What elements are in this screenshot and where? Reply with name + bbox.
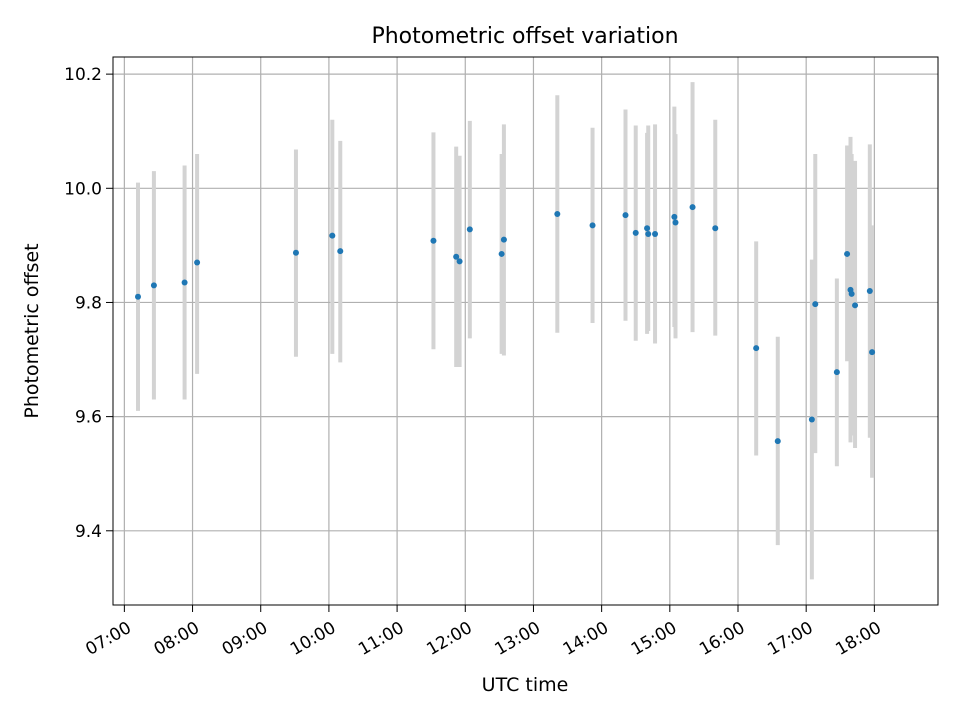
y-tick-label: 9.6 xyxy=(75,408,102,428)
data-point xyxy=(644,225,651,232)
data-point xyxy=(194,259,201,266)
data-point xyxy=(632,229,639,236)
data-points xyxy=(135,204,876,445)
data-point xyxy=(456,258,463,265)
data-point xyxy=(712,225,719,232)
data-point xyxy=(671,213,678,220)
chart-title: Photometric offset variation xyxy=(371,24,678,49)
y-axis-label: Photometric offset xyxy=(21,243,43,418)
y-tick-label: 10.2 xyxy=(64,65,102,85)
grid xyxy=(113,57,938,605)
data-point xyxy=(689,204,696,211)
data-point xyxy=(181,279,188,286)
data-point xyxy=(466,226,473,233)
data-point xyxy=(329,232,336,239)
data-point xyxy=(337,248,344,255)
data-point xyxy=(500,236,507,243)
data-point xyxy=(430,237,437,244)
y-tick-label: 9.8 xyxy=(75,293,102,313)
data-point xyxy=(292,249,299,256)
data-point xyxy=(622,212,629,219)
data-point xyxy=(812,301,819,308)
plot-frame xyxy=(112,56,939,606)
y-axis: 9.4 9.6 9.8 10.0 10.2 xyxy=(64,65,113,542)
data-point xyxy=(150,282,157,289)
data-point xyxy=(844,250,851,257)
data-point xyxy=(848,290,855,297)
x-axis-label: UTC time xyxy=(482,674,569,696)
data-point xyxy=(645,230,652,237)
data-point xyxy=(866,288,873,295)
data-point xyxy=(672,219,679,226)
data-point xyxy=(833,369,840,376)
data-point xyxy=(453,253,460,260)
data-point xyxy=(135,293,141,300)
data-point xyxy=(774,438,781,445)
data-point xyxy=(753,345,760,352)
data-point xyxy=(589,222,596,229)
data-point xyxy=(852,302,859,309)
data-point xyxy=(869,349,876,356)
data-point xyxy=(498,250,505,257)
y-tick-label: 10.0 xyxy=(64,179,102,199)
data-point xyxy=(808,416,815,423)
y-tick-label: 9.4 xyxy=(75,522,102,542)
data-point xyxy=(652,230,659,237)
data-point xyxy=(554,210,561,217)
